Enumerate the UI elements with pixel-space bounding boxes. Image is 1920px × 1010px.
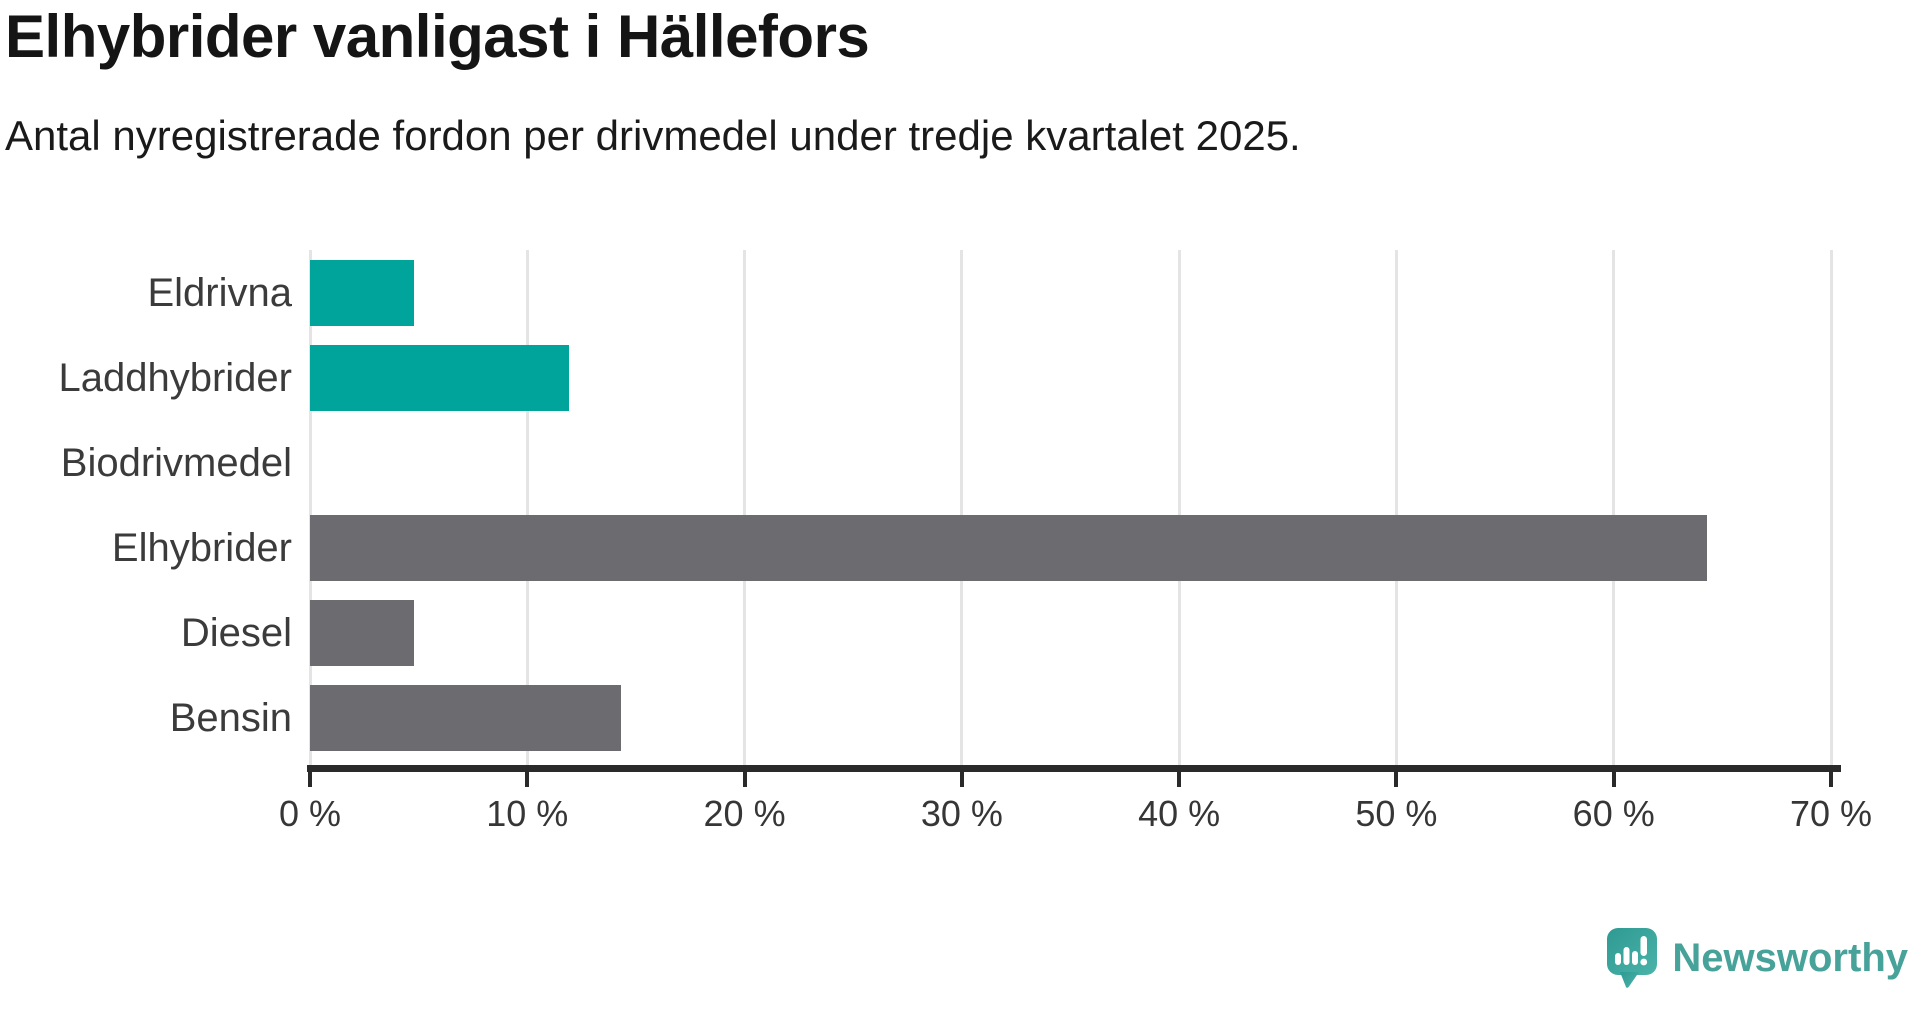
bar-laddhybrider — [310, 345, 569, 411]
bar-diesel — [310, 600, 415, 666]
x-axis-tick-label: 10 % — [486, 793, 569, 834]
x-axis-tick-10 — [525, 771, 530, 787]
category-label-elhybrider: Elhybrider — [111, 526, 292, 570]
x-axis-line — [307, 765, 1841, 772]
category-label-laddhybrider: Laddhybrider — [58, 356, 293, 400]
category-label-eldrivna: Eldrivna — [147, 271, 292, 315]
x-axis-tick-label: 0 % — [278, 793, 342, 834]
newsworthy-wordmark: Newsworthy — [1672, 935, 1908, 980]
gridline-10 — [525, 250, 529, 765]
x-axis-tick-70 — [1829, 771, 1833, 787]
gridline-50 — [1394, 250, 1398, 765]
chart-title: Elhybrider vanligast i Hällefors — [5, 3, 870, 70]
category-label-diesel: Diesel — [180, 611, 292, 655]
bar-eldrivna — [310, 260, 415, 326]
x-axis-tick-30 — [959, 771, 964, 787]
x-axis-tick-label: 70 % — [1789, 793, 1873, 834]
x-axis-tick-label: 60 % — [1572, 793, 1655, 834]
x-axis-tick-60 — [1611, 771, 1616, 787]
x-axis-tick-label: 20 % — [703, 793, 786, 834]
category-label-bensin: Bensin — [169, 696, 292, 740]
x-axis-tick-0 — [308, 771, 312, 787]
bar-bensin — [310, 685, 621, 751]
category-label-biodrivmedel: Biodrivmedel — [60, 441, 292, 485]
bar-elhybrider — [310, 515, 1708, 581]
x-axis-tick-50 — [1394, 771, 1399, 787]
newsworthy-logo: Newsworthy — [1606, 928, 1908, 988]
x-axis-tick-20 — [742, 771, 747, 787]
chart-subtitle: Antal nyregistrerade fordon per drivmede… — [5, 112, 1301, 159]
gridline-20 — [743, 250, 747, 765]
gridline-60 — [1612, 250, 1616, 765]
x-axis-tick-40 — [1177, 771, 1182, 787]
x-axis-tick-label: 30 % — [920, 793, 1003, 834]
gridline-30 — [960, 250, 964, 765]
gridline-40 — [1177, 250, 1181, 765]
gridline-0 — [308, 250, 312, 765]
x-axis-tick-label: 50 % — [1355, 793, 1438, 834]
gridline-70 — [1829, 250, 1833, 765]
newsworthy-icon — [1607, 928, 1658, 988]
x-axis-tick-label: 40 % — [1138, 793, 1221, 834]
